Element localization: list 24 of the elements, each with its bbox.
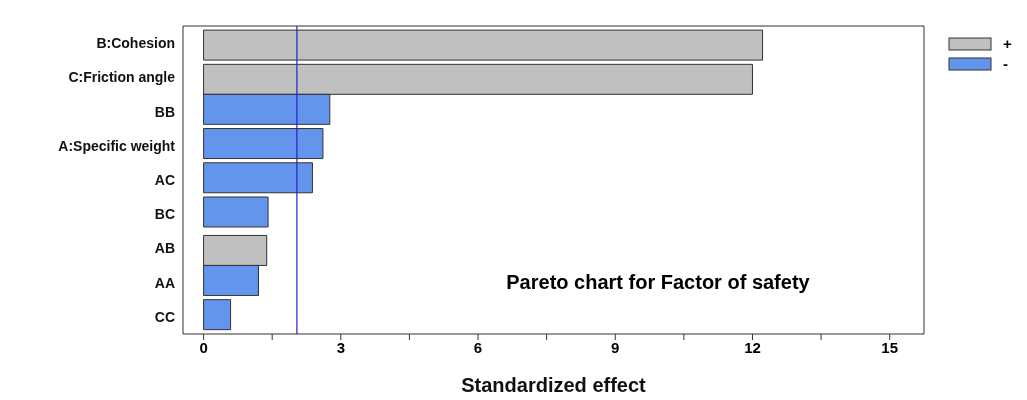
bar <box>203 29 764 61</box>
bar <box>203 299 232 331</box>
x-tick-label: 0 <box>199 338 208 356</box>
x-axis-title: Standardized effect <box>461 374 647 396</box>
x-tick-label: 9 <box>611 338 620 356</box>
y-tick-label: A:Specific weight <box>58 137 176 154</box>
x-tick-label: 6 <box>473 338 483 356</box>
x-tick-label: 3 <box>336 338 345 356</box>
y-tick-label: AB <box>154 240 175 257</box>
y-tick-label: C:Friction angle <box>68 69 176 86</box>
y-tick-label: B:Cohesion <box>96 35 175 52</box>
bar <box>203 196 269 228</box>
x-tick-label: 15 <box>881 338 899 356</box>
y-tick-label: AA <box>154 274 175 291</box>
bar <box>203 162 313 194</box>
y-tick-label: CC <box>154 308 175 325</box>
legend-label: + <box>1003 35 1012 52</box>
legend-label: - <box>1003 55 1008 72</box>
y-tick-label: BB <box>154 103 175 120</box>
x-tick-label: 12 <box>744 338 761 356</box>
y-tick-label: AC <box>154 171 175 188</box>
y-tick-label: BC <box>154 206 175 223</box>
text: Pareto chart for Factor of safety <box>506 271 811 293</box>
bar <box>203 128 324 160</box>
